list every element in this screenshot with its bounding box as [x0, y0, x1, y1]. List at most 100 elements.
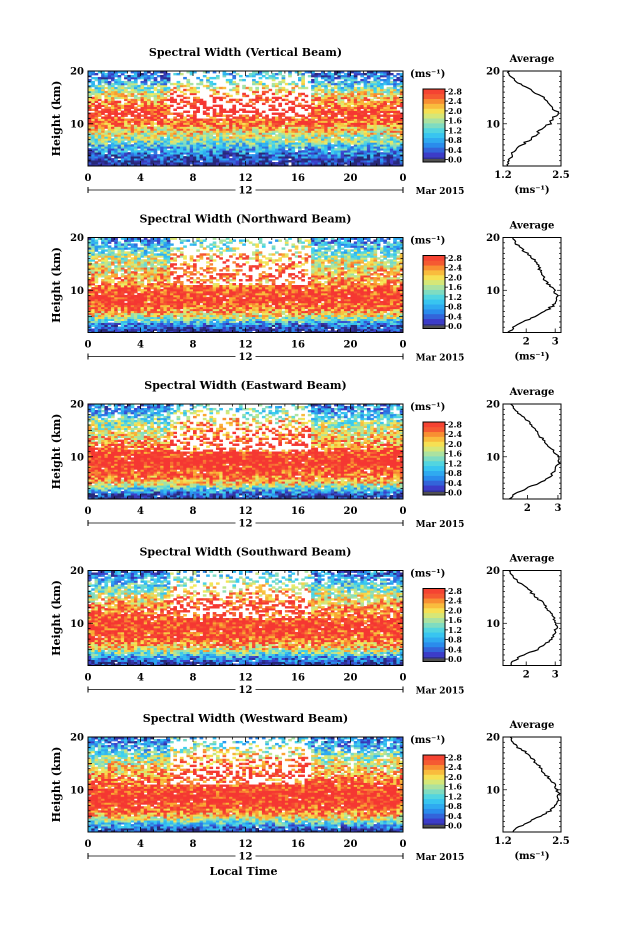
heatmap-cell: [320, 140, 325, 143]
heatmap-cell: [291, 120, 296, 123]
heatmap-cell: [265, 114, 269, 117]
heatmap-cell: [229, 140, 233, 143]
heatmap-cell: [193, 126, 197, 129]
heatmap-cell: [179, 144, 184, 147]
heatmap-cell: [373, 140, 378, 143]
heatmap-cell: [222, 160, 227, 163]
heatmap-cell: [127, 162, 132, 165]
heatmap-cell: [110, 120, 115, 123]
heatmap-cell: [284, 152, 289, 155]
heatmap-cell: [317, 156, 322, 159]
heatmap-cell: [193, 120, 197, 123]
heatmap-cell: [298, 138, 302, 141]
heatmap-cell: [179, 98, 184, 102]
heatmap-cell: [225, 140, 230, 143]
heatmap-cell: [137, 154, 141, 157]
heatmap-cell: [104, 158, 109, 161]
heatmap-cell: [278, 130, 282, 133]
heatmap-cell: [347, 122, 351, 125]
heatmap-cell: [271, 162, 276, 165]
heatmap-cell: [176, 126, 181, 129]
heatmap-cell: [196, 118, 200, 121]
heatmap-cell: [275, 128, 279, 131]
heatmap-cell: [163, 96, 168, 100]
heatmap-cell: [206, 152, 210, 155]
heatmap-cell: [373, 148, 378, 151]
heatmap-cell: [301, 124, 305, 127]
heatmap-cell: [311, 156, 315, 159]
heatmap-cell: [147, 162, 151, 165]
heatmap-cell: [110, 82, 115, 86]
heatmap-cell: [334, 122, 338, 125]
heatmap-cell: [393, 150, 397, 153]
heatmap-cell: [373, 136, 378, 139]
heatmap-cell: [399, 140, 404, 143]
heatmap-cell: [229, 88, 233, 92]
heatmap-cell: [137, 162, 141, 165]
heatmap-cell: [360, 86, 365, 90]
heatmap-cell: [91, 140, 95, 143]
heatmap-cell: [222, 156, 227, 159]
heatmap-cell: [343, 72, 348, 76]
heatmap-cell: [291, 128, 296, 131]
heatmap-cell: [294, 138, 299, 141]
heatmap-cell: [304, 146, 309, 149]
heatmap-cell: [261, 152, 266, 155]
heatmap-cell: [393, 152, 397, 155]
heatmap-cell: [153, 136, 158, 139]
heatmap-cell: [91, 134, 95, 137]
heatmap-cell: [324, 164, 328, 167]
heatmap-cell: [380, 130, 384, 133]
heatmap-cell: [196, 130, 200, 133]
heatmap-cell: [117, 144, 122, 147]
heatmap-cell: [314, 72, 319, 76]
heatmap-cell: [150, 120, 155, 123]
heatmap-cell: [337, 80, 342, 84]
heatmap-cell: [173, 122, 177, 125]
heatmap-cell: [291, 116, 296, 119]
heatmap-cell: [353, 152, 358, 155]
heatmap-cell: [343, 130, 348, 133]
heatmap-cell: [357, 160, 361, 163]
heatmap-cell: [301, 156, 305, 159]
heatmap-cell: [140, 126, 145, 129]
heatmap-cell: [150, 118, 155, 121]
heatmap-cell: [265, 142, 269, 145]
heatmap-cell: [350, 74, 355, 78]
heatmap-cell: [366, 134, 371, 137]
heatmap-cell: [373, 124, 378, 127]
heatmap-cell: [281, 154, 286, 157]
heatmap-cell: [229, 154, 233, 157]
heatmap-cell: [140, 120, 145, 123]
heatmap-cell: [206, 112, 210, 115]
heatmap-cell: [170, 128, 174, 131]
heatmap-cell: [357, 124, 361, 127]
heatmap-cell: [324, 122, 328, 125]
heatmap-cell: [94, 140, 99, 143]
heatmap-cell: [107, 162, 112, 165]
heatmap-cell: [156, 164, 161, 167]
heatmap-cell: [393, 120, 397, 123]
heatmap-cell: [183, 96, 187, 100]
heatmap-cell: [363, 144, 368, 147]
heatmap-cell: [252, 154, 256, 157]
heatmap-cell: [232, 148, 237, 151]
heatmap-cell: [298, 150, 302, 153]
heatmap-cell: [193, 142, 197, 145]
heatmap-cell: [380, 160, 384, 163]
heatmap-cell: [110, 128, 115, 131]
heatmap-cell: [307, 118, 312, 121]
heatmap-cell: [386, 312, 391, 316]
heatmap-cell: [229, 122, 233, 125]
heatmap-cell: [209, 116, 214, 119]
heatmap-cell: [215, 104, 220, 108]
heatmap-cell: [196, 158, 200, 161]
heatmap-cell: [255, 164, 260, 167]
heatmap-cell: [324, 154, 328, 157]
heatmap-cell: [291, 148, 296, 151]
heatmap-cell: [252, 148, 256, 151]
heatmap-cell: [212, 154, 217, 157]
heatmap-cell: [343, 126, 348, 129]
heatmap-cell: [170, 160, 174, 163]
heatmap-cell: [383, 128, 387, 131]
